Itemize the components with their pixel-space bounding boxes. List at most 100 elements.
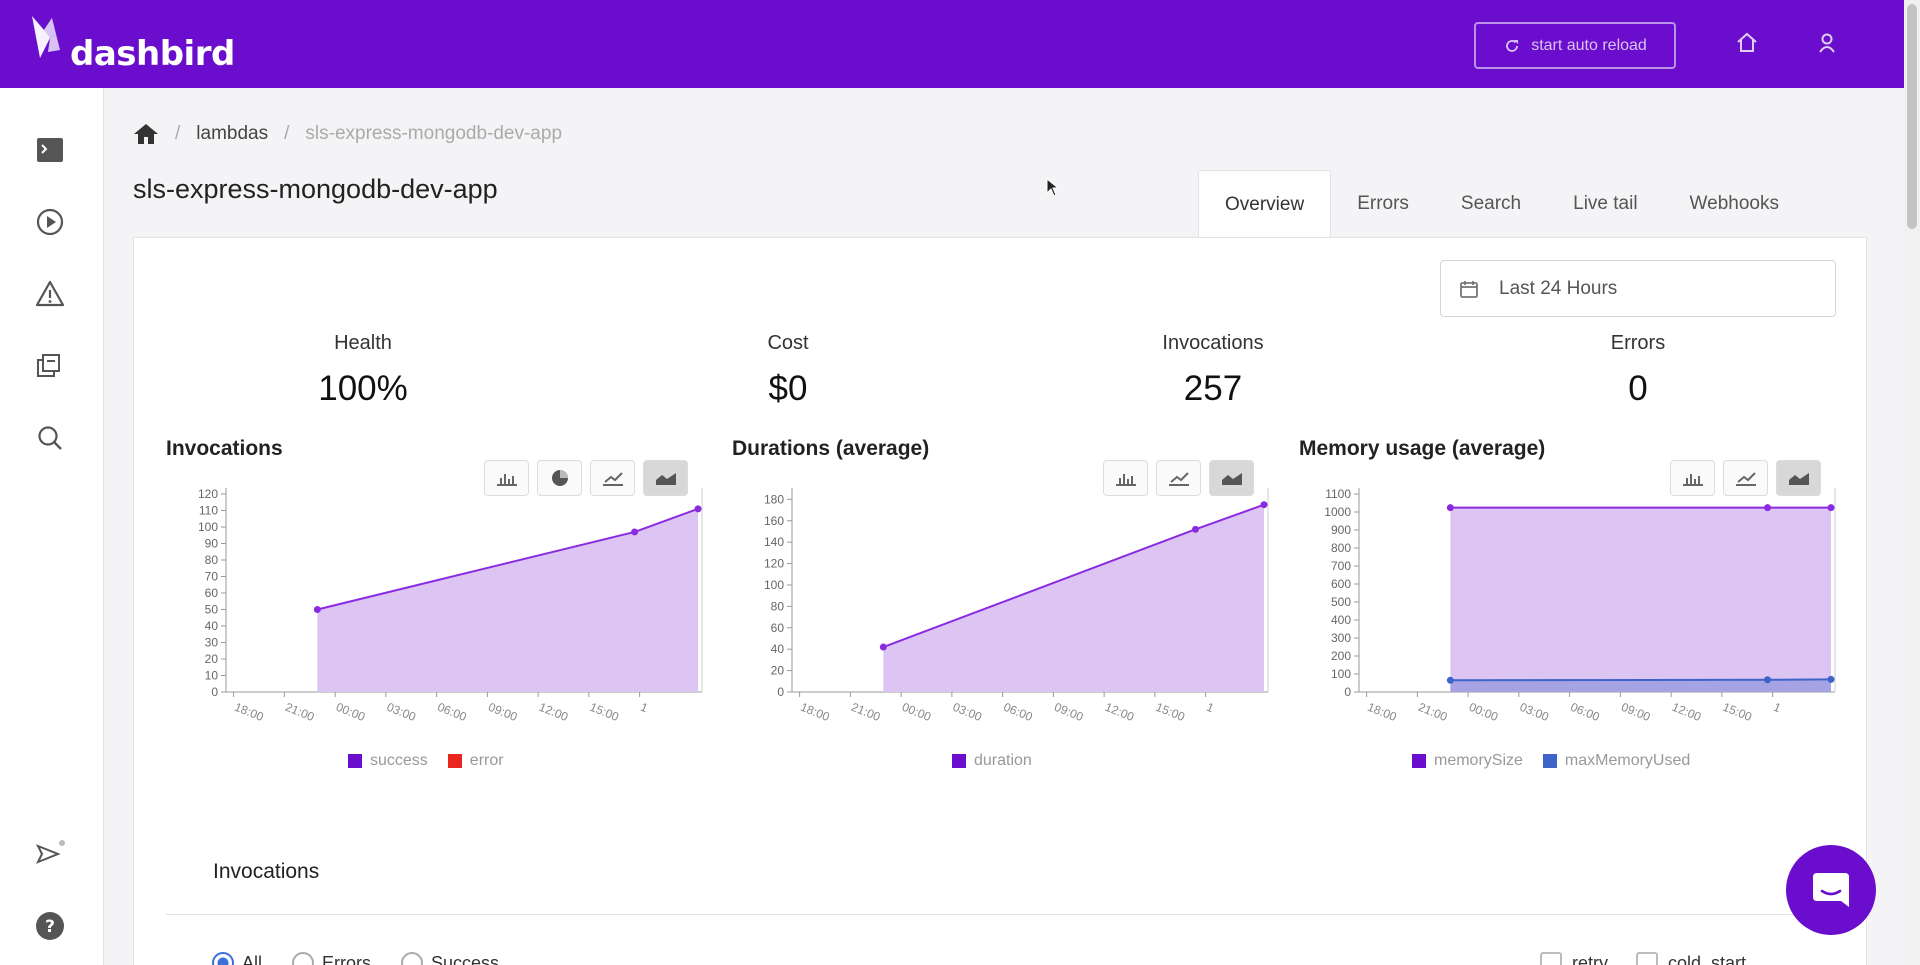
mouse-cursor-icon bbox=[1046, 178, 1060, 197]
line-chart-button[interactable] bbox=[1156, 460, 1201, 496]
legend-success[interactable]: success bbox=[348, 752, 428, 770]
y-tick-label: 50 bbox=[205, 603, 219, 617]
y-tick-label: 160 bbox=[764, 514, 784, 528]
line-chart-button[interactable] bbox=[1723, 460, 1768, 496]
help-icon[interactable]: ? bbox=[34, 910, 66, 942]
date-range-picker[interactable]: Last 24 Hours bbox=[1440, 260, 1836, 317]
legend-label: memorySize bbox=[1434, 752, 1523, 769]
retry-checkbox[interactable]: retry bbox=[1540, 952, 1608, 965]
legend-duration[interactable]: duration bbox=[952, 752, 1032, 770]
tab-errors[interactable]: Errors bbox=[1357, 193, 1409, 214]
y-tick-label: 120 bbox=[764, 557, 784, 571]
duration-point bbox=[879, 643, 887, 651]
x-tick-label: 09:00 bbox=[1619, 700, 1652, 724]
chat-icon bbox=[1813, 873, 1849, 907]
stat-errors: Errors 0 bbox=[1518, 332, 1758, 409]
play-icon[interactable] bbox=[34, 206, 66, 238]
scrollbar-thumb[interactable] bbox=[1907, 4, 1917, 229]
chat-launcher-button[interactable] bbox=[1786, 845, 1876, 935]
x-tick-label: 12:00 bbox=[1670, 700, 1703, 724]
filter-errors-radio[interactable]: Errors bbox=[292, 952, 371, 965]
stat-value: 257 bbox=[1183, 369, 1243, 408]
bar-chart-icon bbox=[1682, 474, 1703, 486]
x-tick-label: 15:00 bbox=[1721, 700, 1754, 724]
legend-max-memory-used[interactable]: maxMemoryUsed bbox=[1542, 752, 1690, 770]
stat-value: $0 bbox=[768, 369, 808, 408]
y-tick-label: 80 bbox=[205, 553, 219, 567]
tab-search[interactable]: Search bbox=[1460, 193, 1522, 214]
memory-chart-type-buttons bbox=[1670, 460, 1821, 496]
breadcrumb-lambdas[interactable]: lambdas bbox=[196, 123, 269, 144]
checkbox-label: retry bbox=[1572, 952, 1608, 965]
stat-value: 0 bbox=[1628, 369, 1648, 408]
y-tick-label: 70 bbox=[205, 570, 219, 584]
home-icon[interactable] bbox=[1734, 30, 1760, 56]
y-tick-label: 20 bbox=[205, 652, 219, 666]
x-tick-label: 21:00 bbox=[849, 700, 882, 724]
cold-start-checkbox[interactable]: cold_start bbox=[1636, 952, 1746, 965]
announcements-icon[interactable] bbox=[34, 838, 66, 870]
dashbird-logo[interactable]: dashbird bbox=[30, 16, 235, 74]
y-tick-label: 110 bbox=[199, 504, 218, 518]
terminal-icon[interactable] bbox=[34, 134, 66, 166]
y-tick-label: 600 bbox=[1331, 577, 1351, 591]
area-chart-button[interactable] bbox=[643, 460, 688, 496]
area-chart-button[interactable] bbox=[1209, 460, 1254, 496]
start-auto-reload-button[interactable]: start auto reload bbox=[1474, 22, 1676, 69]
page-scrollbar[interactable] bbox=[1904, 0, 1920, 965]
y-tick-label: 30 bbox=[205, 636, 219, 650]
reload-label: start auto reload bbox=[1531, 36, 1647, 54]
bar-chart-button[interactable] bbox=[1670, 460, 1715, 496]
y-tick-label: 80 bbox=[771, 599, 785, 613]
filter-success-radio[interactable]: Success bbox=[401, 952, 499, 965]
legend-swatch bbox=[952, 754, 966, 768]
maxMemoryUsed-line bbox=[1450, 678, 1832, 682]
line-chart-button[interactable] bbox=[590, 460, 635, 496]
legend-label: duration bbox=[974, 752, 1032, 769]
duration-area bbox=[883, 504, 1264, 692]
tab-webhooks[interactable]: Webhooks bbox=[1689, 193, 1779, 214]
duration-point bbox=[1260, 501, 1268, 509]
y-tick-label: 180 bbox=[764, 492, 784, 506]
x-tick-label: 03:00 bbox=[1518, 700, 1551, 724]
success-area bbox=[317, 508, 698, 692]
radio-indicator bbox=[292, 952, 315, 965]
x-tick-label: 21:00 bbox=[283, 700, 316, 724]
resources-icon[interactable] bbox=[34, 350, 66, 382]
duration-point bbox=[1191, 525, 1199, 533]
durations-chart-title: Durations (average) bbox=[732, 437, 930, 460]
stat-cost: Cost $0 bbox=[668, 332, 908, 409]
legend-memory-size[interactable]: memorySize bbox=[1412, 752, 1523, 770]
line-chart-icon bbox=[1168, 472, 1189, 486]
warning-icon[interactable] bbox=[34, 278, 66, 310]
bar-chart-button[interactable] bbox=[1103, 460, 1148, 496]
home-breadcrumb-icon[interactable] bbox=[133, 122, 159, 146]
durations-chart: 0 20 40 60 80 100 120 140 160 180 18:00 21:00 00:00 0… bbox=[764, 488, 1269, 724]
user-icon[interactable] bbox=[1814, 30, 1840, 56]
legend-error[interactable]: error bbox=[447, 752, 504, 770]
search-icon[interactable] bbox=[34, 422, 66, 454]
stat-health: Health 100% bbox=[243, 332, 483, 409]
checkbox-box bbox=[1636, 952, 1658, 965]
breadcrumb-separator: / bbox=[175, 123, 181, 144]
svg-text:?: ? bbox=[45, 917, 55, 937]
stat-label: Invocations bbox=[1162, 332, 1264, 354]
stat-label: Errors bbox=[1610, 332, 1666, 354]
calendar-icon bbox=[1460, 280, 1478, 298]
radio-indicator bbox=[212, 952, 234, 965]
pie-chart-icon bbox=[551, 470, 568, 486]
filter-all-radio[interactable]: All bbox=[212, 952, 262, 965]
tab-live-tail[interactable]: Live tail bbox=[1573, 193, 1638, 214]
area-chart-icon bbox=[655, 473, 676, 485]
invocation-flag-checkboxes: retry cold_start bbox=[1540, 952, 1746, 965]
bar-chart-icon bbox=[496, 474, 517, 486]
x-tick-label: 03:00 bbox=[951, 700, 984, 724]
breadcrumb-current: sls-express-mongodb-dev-app bbox=[305, 123, 563, 144]
y-tick-label: 500 bbox=[1331, 595, 1351, 609]
y-tick-label: 100 bbox=[764, 578, 784, 592]
pie-chart-button[interactable] bbox=[537, 460, 582, 496]
tab-overview[interactable]: Overview bbox=[1198, 170, 1332, 238]
bar-chart-button[interactable] bbox=[484, 460, 529, 496]
memory-chart-legend: memorySize maxMemoryUsed bbox=[1412, 752, 1690, 770]
area-chart-button[interactable] bbox=[1776, 460, 1821, 496]
